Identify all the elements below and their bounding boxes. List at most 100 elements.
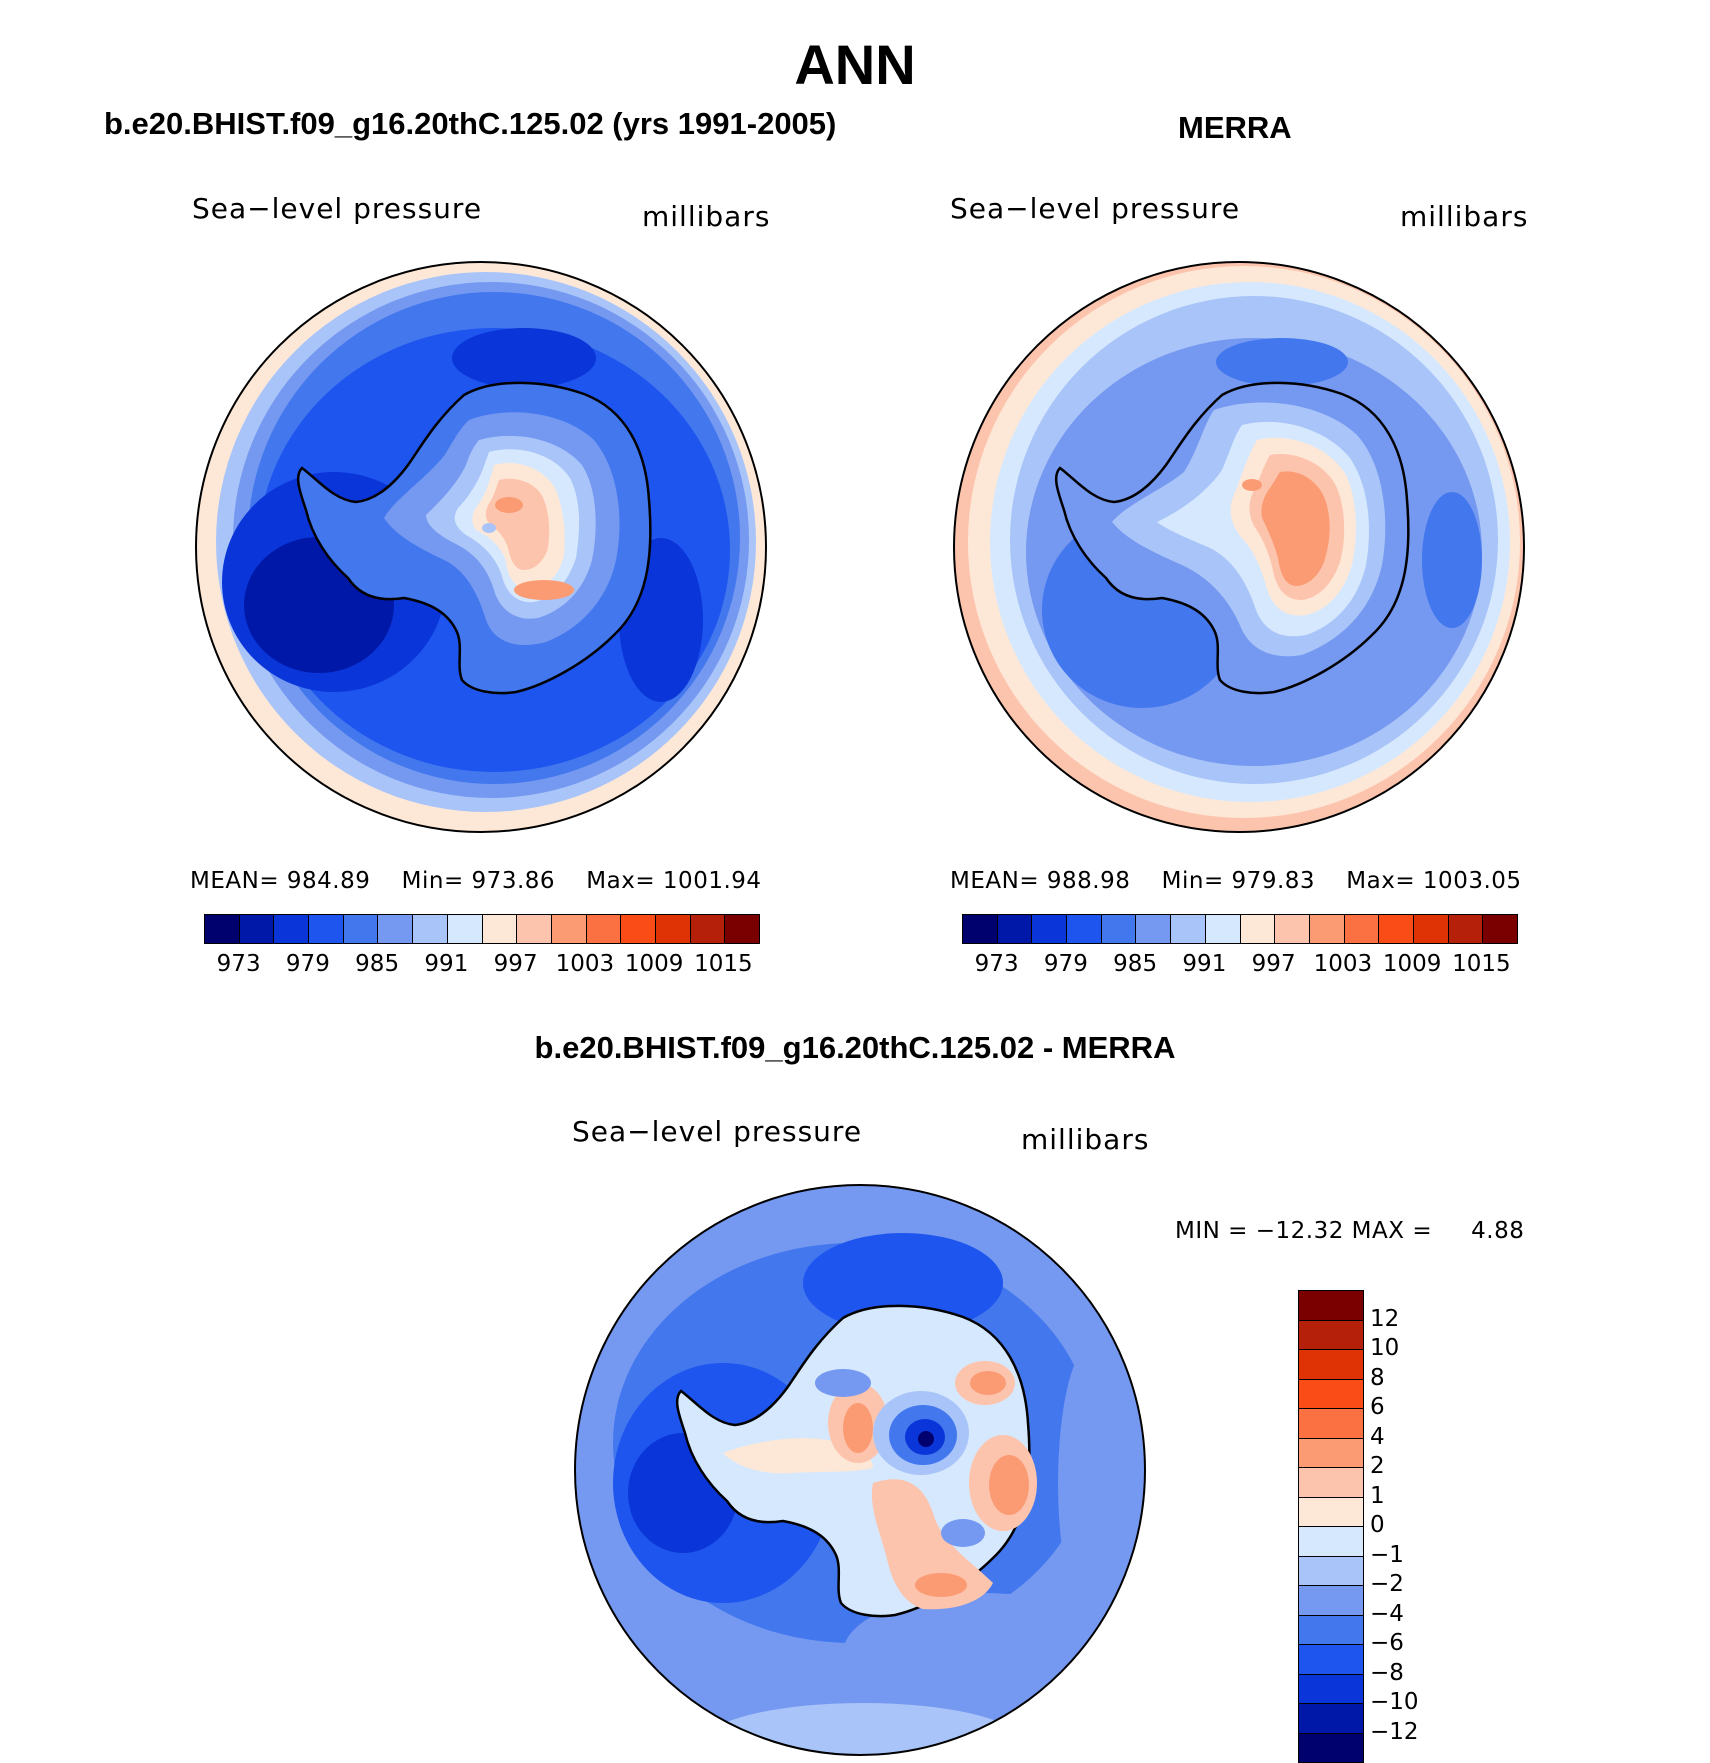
diff-panel-title: b.e20.BHIST.f09_g16.20thC.125.02 - MERRA (534, 1030, 1176, 1065)
model-colorbar-tick-label: 985 (355, 951, 400, 977)
diff-colorbar-swatch (1299, 1320, 1363, 1350)
obs-min-value: 979.83 (1231, 868, 1316, 894)
diff-colorbar-swatch (1299, 1645, 1363, 1675)
diff-min-label: MIN = (1175, 1218, 1248, 1244)
diff-colorbar-tick-label: 4 (1370, 1423, 1385, 1450)
model-colorbar-swatch (343, 915, 379, 943)
obs-colorbar-ticks: 973 979 985 991 997 1003 1009 1015 (962, 951, 1516, 983)
obs-colorbar-swatch (1067, 915, 1102, 943)
obs-mean-value: 988.98 (1046, 868, 1131, 894)
model-colorbar-swatch (551, 915, 587, 943)
diff-colorbar-swatch (1299, 1586, 1363, 1616)
model-colorbar-tick-label: 1003 (555, 951, 615, 977)
model-max-label: Max= (586, 868, 656, 894)
model-colorbar-swatch (378, 915, 414, 943)
obs-max-label: Max= (1346, 868, 1416, 894)
model-colorbar-swatch (517, 915, 552, 943)
figure-title: ANN (794, 33, 916, 96)
obs-colorbar-tick-label: 997 (1251, 951, 1296, 977)
diff-colorbar-swatch (1299, 1733, 1363, 1762)
diff-colorbar-tick-label: −2 (1370, 1571, 1404, 1597)
model-mean-value: 984.89 (286, 868, 371, 894)
diff-polar-map (574, 1184, 1146, 1756)
diff-colorbar-swatch (1299, 1497, 1363, 1527)
diff-colorbar-tick-label: 12 (1370, 1305, 1400, 1332)
obs-colorbar-swatch (1136, 915, 1172, 943)
obs-max-value: 1003.05 (1422, 868, 1522, 894)
model-colorbar-swatch (690, 915, 726, 943)
obs-colorbar (962, 914, 1518, 944)
diff-colorbar-swatch (1299, 1556, 1363, 1586)
model-variable-label: Sea−level pressure (192, 192, 483, 225)
obs-colorbar-swatch (1101, 915, 1137, 943)
obs-colorbar-tick-label: 979 (1043, 951, 1088, 977)
model-colorbar-swatch (621, 915, 656, 943)
diff-colorbar-swatch (1299, 1674, 1363, 1704)
diff-colorbar-tick-label: 6 (1370, 1394, 1385, 1420)
model-colorbar-swatch (447, 915, 483, 943)
diff-colorbar-tick-label: −1 (1370, 1541, 1404, 1568)
diff-colorbar-swatch (1299, 1527, 1363, 1557)
model-min-label: Min= (401, 868, 464, 894)
obs-colorbar-swatch (1171, 915, 1206, 943)
model-max-value: 1001.94 (662, 868, 762, 894)
diff-colorbar-tick-label: −6 (1370, 1630, 1404, 1656)
obs-stats: MEAN= 988.98 Min= 979.83 Max= 1003.05 (950, 868, 1522, 894)
obs-colorbar-tick-label: 1003 (1313, 951, 1373, 977)
model-colorbar-swatch (205, 915, 240, 943)
diff-min-value: −12.32 (1255, 1218, 1344, 1244)
diff-colorbar-swatch (1299, 1615, 1363, 1645)
diff-colorbar-tick-label: 10 (1370, 1335, 1400, 1361)
diff-colorbar-swatch (1299, 1379, 1363, 1409)
obs-min-label: Min= (1161, 868, 1224, 894)
diff-colorbar-swatch (1299, 1291, 1363, 1321)
model-colorbar-swatch (725, 915, 759, 943)
model-colorbar-swatch (309, 915, 344, 943)
diff-max-value: 4.88 (1471, 1218, 1525, 1244)
obs-colorbar-tick-label: 1015 (1452, 951, 1511, 977)
diff-max-label: MAX = (1351, 1218, 1433, 1244)
diff-colorbar-tick-label: 2 (1370, 1453, 1385, 1479)
obs-variable-label: Sea−level pressure (950, 192, 1241, 225)
model-colorbar-tick-label: 991 (424, 951, 469, 977)
model-mean-label: MEAN= (190, 868, 280, 894)
model-colorbar-swatch (413, 915, 448, 943)
obs-colorbar-swatch (1344, 915, 1380, 943)
model-colorbar-swatch (586, 915, 622, 943)
diff-colorbar-swatch (1299, 1438, 1363, 1468)
model-colorbar-tick-label: 1009 (624, 951, 684, 977)
obs-colorbar-swatch (1032, 915, 1068, 943)
obs-colorbar-swatch (1448, 915, 1484, 943)
obs-colorbar-tick-label: 973 (974, 951, 1019, 977)
model-colorbar-ticks: 973 979 985 991 997 1003 1009 1015 (204, 951, 758, 983)
obs-colorbar-tick-label: 985 (1113, 951, 1158, 977)
model-min-value: 973.86 (471, 868, 556, 894)
obs-colorbar-swatch (1483, 915, 1517, 943)
obs-colorbar-swatch (1205, 915, 1241, 943)
obs-colorbar-swatch (1379, 915, 1414, 943)
diff-colorbar-tick-label: 8 (1370, 1364, 1385, 1391)
obs-colorbar-swatch (1275, 915, 1310, 943)
diff-variable-label: Sea−level pressure (572, 1115, 863, 1148)
obs-polar-map (953, 261, 1525, 833)
model-colorbar-swatch (655, 915, 691, 943)
model-colorbar-tick-label: 973 (216, 951, 261, 977)
diff-units-label: millibars (1021, 1123, 1150, 1156)
model-stats: MEAN= 984.89 Min= 973.86 Max= 1001.94 (190, 868, 762, 894)
obs-colorbar-swatch (1413, 915, 1449, 943)
diff-colorbar-swatch (1299, 1409, 1363, 1439)
model-colorbar-swatch (274, 915, 310, 943)
diff-stats: MIN = −12.32 MAX = 4.88 (1175, 1218, 1524, 1244)
model-colorbar-tick-label: 1015 (694, 951, 753, 977)
diff-colorbar-swatch (1299, 1704, 1363, 1734)
model-colorbar-tick-label: 979 (285, 951, 330, 977)
obs-colorbar-swatch (1240, 915, 1276, 943)
obs-units-label: millibars (1400, 200, 1529, 233)
diff-colorbar-tick-label: 1 (1370, 1482, 1385, 1509)
obs-colorbar-tick-label: 991 (1182, 951, 1227, 977)
diff-colorbar (1298, 1290, 1364, 1763)
obs-panel-title: MERRA (1178, 110, 1292, 145)
diff-colorbar-tick-label: 0 (1370, 1512, 1385, 1538)
diff-colorbar-ticks: 12 10 8 6 4 2 1 0 −1 −2 −4 −6 −8 −10 −12 (1370, 1290, 1460, 1750)
model-units-label: millibars (642, 200, 771, 233)
